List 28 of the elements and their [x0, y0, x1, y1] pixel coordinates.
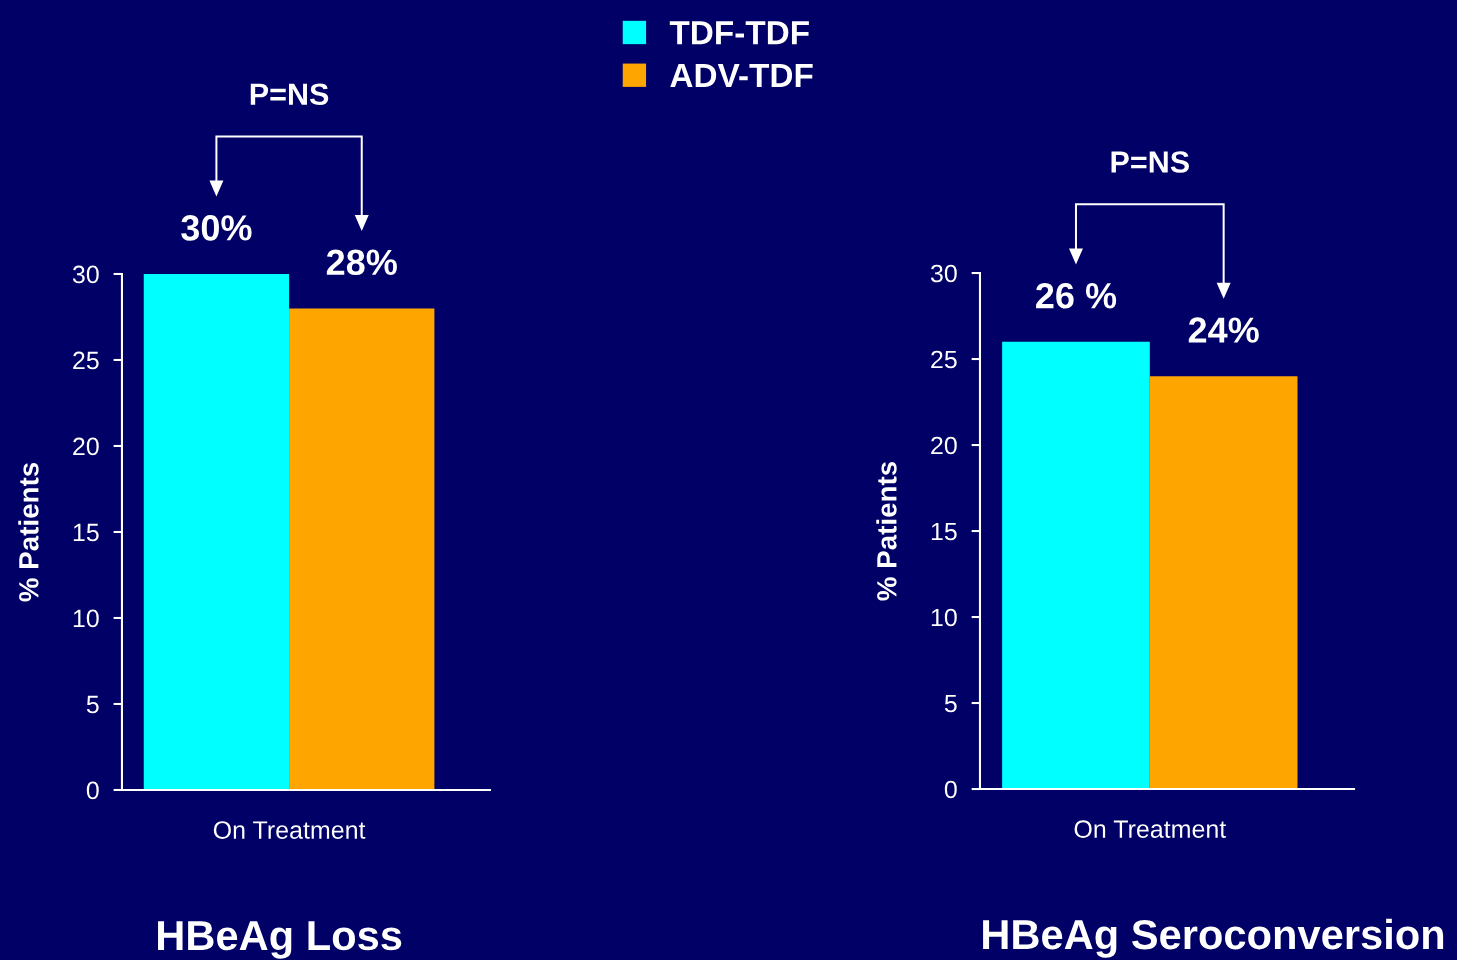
y-tick-label: 30 — [930, 264, 957, 283]
text: HBeAg Seroconversion — [983, 918, 1444, 958]
y-tick-label: 25 — [73, 351, 99, 370]
y-tick-label: 0 — [86, 781, 99, 800]
y-tick-label: 20 — [931, 436, 957, 455]
legend-label: ADV-TDF — [670, 63, 813, 87]
y-tick-label: 10 — [931, 608, 957, 627]
y-tick-label: 0 — [944, 780, 957, 799]
data-label: 26 % — [1036, 282, 1117, 309]
y-tick-label: 15 — [73, 523, 99, 542]
y-tick-label: 5 — [86, 695, 99, 714]
legend-label: TDF-TDF — [669, 21, 809, 45]
text: HBeAg Loss — [158, 921, 402, 959]
data-label: 24% — [1188, 317, 1259, 343]
data-label: 30% — [181, 215, 252, 241]
text: P=NS — [1111, 151, 1189, 173]
y-tick-label: 25 — [931, 350, 957, 369]
x-tick-label: On Treatment — [213, 821, 366, 839]
y-tick-label: 10 — [73, 609, 99, 628]
y-tick-label: 5 — [944, 694, 957, 713]
y-axis-title: % Patients — [18, 462, 39, 602]
text: P=NS — [250, 83, 329, 106]
x-tick-label: On Treatment — [1074, 820, 1227, 838]
data-label: 28% — [326, 249, 397, 276]
y-tick-label: 30 — [72, 265, 99, 284]
y-tick-label: 20 — [73, 437, 99, 456]
y-tick-label: 15 — [931, 522, 957, 541]
y-axis-title: % Patients — [876, 461, 897, 601]
